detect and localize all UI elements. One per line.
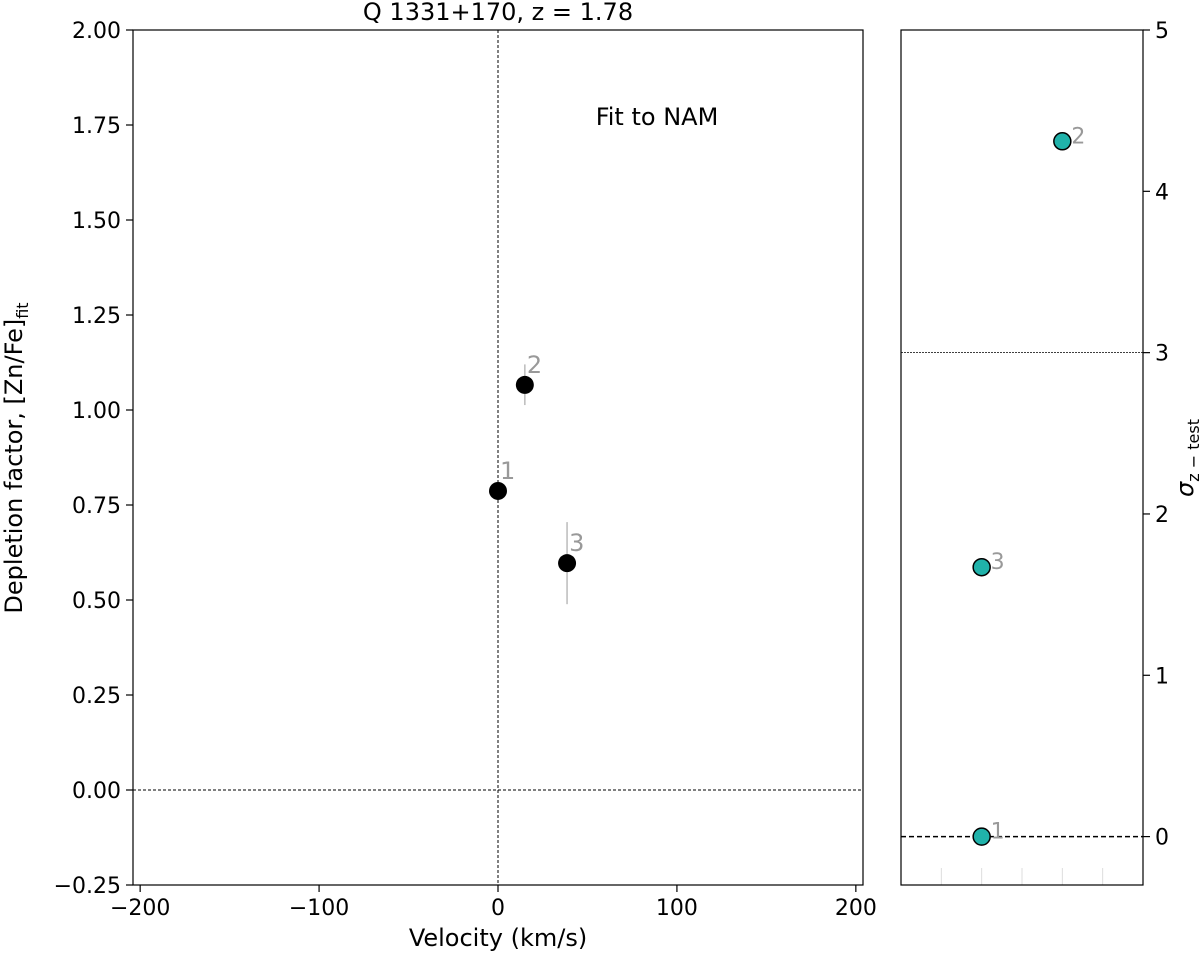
left-panel: −200 −100 0 100 200 −0.25 0.00 0.25 0.50 0.75 1.00… <box>54 19 877 921</box>
y-tick-label: 0 <box>1155 826 1169 851</box>
point-label: 2 <box>1071 124 1085 149</box>
plot-frame <box>132 29 864 886</box>
x-tick-label: 0 <box>491 896 505 921</box>
point-label: 2 <box>527 351 542 379</box>
data-point <box>489 481 507 500</box>
plot-frame <box>900 29 1144 886</box>
y-tick-label: 1.50 <box>72 209 121 234</box>
data-point <box>515 375 534 394</box>
right-y-axis-label: σz − test <box>1171 419 1200 497</box>
y-tick-label: 1.25 <box>72 304 121 329</box>
data-point <box>558 554 577 573</box>
y-tick-label: 0.25 <box>72 684 121 709</box>
right-y-label-main: σ <box>1171 481 1199 497</box>
y-tick-label: 1.00 <box>72 399 121 424</box>
y-tick-label: −0.25 <box>54 874 121 899</box>
point-label: 1 <box>991 820 1005 845</box>
y-tick-label: 2.00 <box>72 19 121 44</box>
y-axis-label-sub: fit <box>13 302 32 318</box>
x-tick-label: 200 <box>835 896 877 921</box>
y-tick-label: 2 <box>1155 503 1169 528</box>
y-tick-label: 4 <box>1155 180 1169 205</box>
data-point <box>972 827 991 846</box>
right-y-label-sub: z − test <box>1184 419 1200 482</box>
y-tick-label: 3 <box>1155 342 1169 367</box>
y-tick-label: 1 <box>1155 664 1169 689</box>
chart-title: Q 1331+170, z = 1.78 <box>363 0 633 26</box>
point-label: 3 <box>569 529 584 557</box>
y-axis-label: Depletion factor, [Zn/Fe]fit <box>0 302 32 613</box>
y-tick-label: 5 <box>1155 19 1169 44</box>
point-label: 3 <box>991 550 1005 575</box>
right-panel: 0 1 2 3 4 5 1 2 3 <box>900 19 1169 886</box>
point-label: 1 <box>500 457 515 485</box>
data-point <box>972 557 991 577</box>
data-point <box>1053 132 1072 151</box>
y-tick-label: 0.00 <box>72 779 121 804</box>
y-tick-label: 0.50 <box>72 589 121 614</box>
y-tick-label: 0.75 <box>72 494 121 519</box>
y-tick-label: 1.75 <box>72 114 121 139</box>
x-tick-label: −100 <box>289 896 349 921</box>
annotation-fit: Fit to NAM <box>596 103 719 131</box>
x-tick-label: 100 <box>656 896 698 921</box>
x-tick-label: −200 <box>110 896 170 921</box>
y-axis-label-main: Depletion factor, [Zn/Fe] <box>0 319 28 614</box>
x-axis-label: Velocity (km/s) <box>409 924 587 952</box>
